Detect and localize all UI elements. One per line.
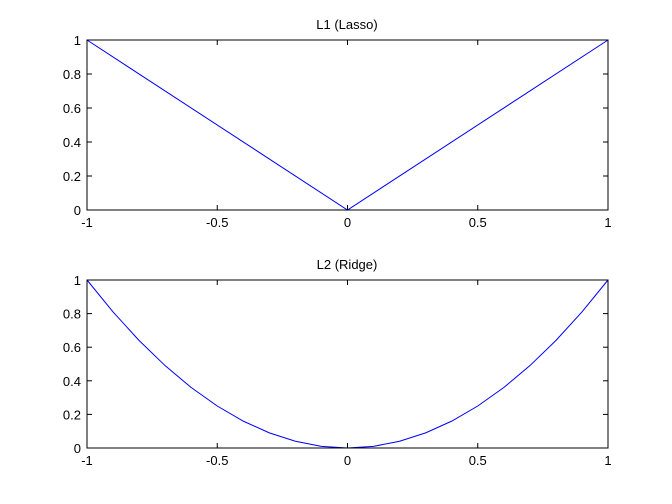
subplot-title: L1 (Lasso) — [316, 17, 377, 32]
x-tick-label: 0.5 — [469, 453, 487, 468]
y-tick-label: 0.4 — [63, 135, 81, 150]
x-tick-label: -1 — [81, 215, 93, 230]
y-tick-label: 0.6 — [63, 340, 81, 355]
y-tick-label: 0 — [74, 441, 81, 456]
x-tick-label: 1 — [604, 215, 611, 230]
x-tick-label: 0.5 — [469, 215, 487, 230]
x-tick-label: -0.5 — [206, 453, 228, 468]
y-tick-label: 0 — [74, 203, 81, 218]
tick-layer: -1 -0.5 0 0.5 1 0 0.2 0.4 0.6 0.8 1 — [63, 33, 612, 230]
y-tick-label: 0.8 — [63, 307, 81, 322]
tick-layer: -1 -0.5 0 0.5 1 0 0.2 0.4 0.6 0.8 1 — [63, 273, 612, 468]
y-tick-label: 0.2 — [63, 169, 81, 184]
axes-frame — [86, 279, 609, 449]
y-tick-label: 0.2 — [63, 407, 81, 422]
x-tick-label: 0 — [344, 453, 351, 468]
subplot-l2: L2 (Ridge) -1 -0.5 0 0.5 1 0 0.2 0.4 0.6 0.8 1 — [63, 257, 612, 468]
x-tick-label: -0.5 — [206, 215, 228, 230]
subplot-l1: L1 (Lasso) -1 -0.5 0 0.5 1 0 0.2 0.4 0.6 0.8 1 — [63, 17, 612, 230]
y-tick-label: 1 — [74, 33, 81, 48]
x-tick-label: 1 — [604, 453, 611, 468]
y-tick-label: 0.6 — [63, 101, 81, 116]
y-tick-label: 0.8 — [63, 67, 81, 82]
x-tick-label: -1 — [81, 453, 93, 468]
y-tick-label: 0.4 — [63, 374, 81, 389]
y-tick-label: 1 — [74, 273, 81, 288]
x-tick-label: 0 — [344, 215, 351, 230]
subplot-title: L2 (Ridge) — [317, 257, 378, 272]
axes-frame — [86, 39, 609, 211]
